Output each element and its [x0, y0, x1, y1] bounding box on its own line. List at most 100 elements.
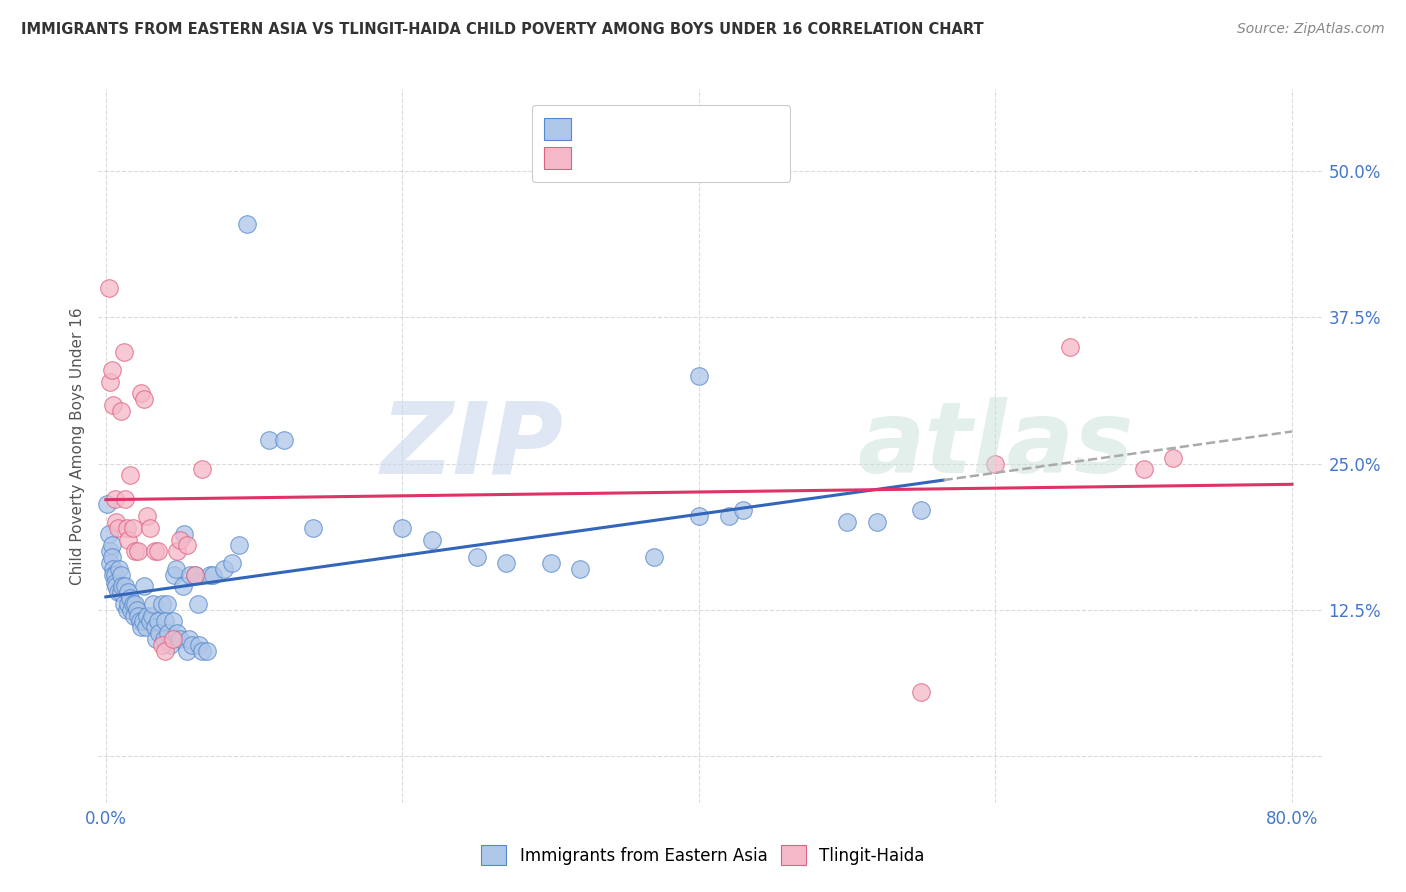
Y-axis label: Child Poverty Among Boys Under 16: Child Poverty Among Boys Under 16: [70, 307, 86, 585]
Point: [127, 544, 149, 558]
Point: [100, 538, 122, 552]
Point: [143, 620, 166, 634]
Point: [235, 217, 257, 231]
Point: [115, 603, 138, 617]
Point: [131, 620, 153, 634]
Point: [107, 521, 129, 535]
Point: [114, 579, 136, 593]
Point: [643, 550, 665, 565]
Point: [150, 638, 173, 652]
Text: R =: R =: [564, 111, 602, 128]
Point: [195, 644, 218, 658]
Point: [125, 603, 148, 617]
Point: [131, 386, 153, 401]
Point: [984, 457, 1007, 471]
Point: [100, 550, 122, 565]
Point: [134, 392, 156, 407]
Point: [111, 579, 134, 593]
Point: [177, 632, 200, 646]
Point: [108, 562, 131, 576]
Point: [153, 644, 176, 658]
Point: [120, 603, 142, 617]
Point: [117, 585, 139, 599]
Point: [153, 615, 176, 629]
Point: [176, 644, 198, 658]
Point: [124, 597, 146, 611]
Point: [148, 626, 170, 640]
Point: [214, 562, 236, 576]
Point: [866, 515, 889, 529]
Point: [97, 281, 120, 295]
Point: [118, 591, 141, 605]
Point: [98, 375, 121, 389]
Point: [117, 533, 139, 547]
Point: [110, 585, 132, 599]
Point: [910, 503, 932, 517]
Point: [110, 567, 132, 582]
Point: [121, 597, 143, 611]
Legend: Immigrants from Eastern Asia, Tlingit-Haida: Immigrants from Eastern Asia, Tlingit-Ha…: [472, 837, 934, 873]
Text: 0.268: 0.268: [606, 111, 658, 128]
Point: [173, 526, 195, 541]
Point: [191, 462, 214, 476]
Point: [104, 491, 127, 506]
Legend:                                   ,                                   : ,: [531, 105, 790, 182]
Point: [157, 626, 180, 640]
Point: [176, 538, 198, 552]
Point: [179, 567, 201, 582]
Point: [96, 498, 118, 512]
Point: [146, 544, 169, 558]
Point: [172, 579, 194, 593]
Point: [228, 538, 250, 552]
Point: [145, 632, 167, 646]
Point: [201, 567, 224, 582]
Text: N =: N =: [679, 134, 731, 152]
Point: [465, 550, 488, 565]
Point: [391, 521, 413, 535]
Point: [540, 556, 562, 570]
Point: [122, 608, 145, 623]
Text: 35: 35: [733, 134, 755, 152]
Point: [143, 544, 166, 558]
Point: [129, 615, 152, 629]
Point: [121, 521, 143, 535]
Point: [184, 567, 207, 582]
Point: [112, 345, 135, 359]
Text: R =: R =: [564, 134, 602, 152]
Point: [156, 597, 179, 611]
Point: [166, 626, 188, 640]
Point: [141, 608, 163, 623]
Text: 0.329: 0.329: [606, 134, 658, 152]
Point: [163, 567, 186, 582]
Text: IMMIGRANTS FROM EASTERN ASIA VS TLINGIT-HAIDA CHILD POVERTY AMONG BOYS UNDER 16 : IMMIGRANTS FROM EASTERN ASIA VS TLINGIT-…: [21, 22, 984, 37]
Point: [910, 684, 932, 698]
Point: [98, 544, 121, 558]
Point: [688, 368, 710, 383]
Point: [495, 556, 517, 570]
Point: [169, 533, 191, 547]
Point: [733, 503, 755, 517]
Point: [103, 398, 125, 412]
Point: [166, 544, 188, 558]
Point: [118, 468, 141, 483]
Point: [187, 597, 209, 611]
Point: [136, 509, 159, 524]
Point: [150, 597, 173, 611]
Point: [103, 562, 125, 576]
Point: [142, 597, 165, 611]
Point: [139, 521, 162, 535]
Point: [162, 632, 184, 646]
Point: [1163, 450, 1185, 465]
Point: [115, 521, 138, 535]
Point: [837, 515, 859, 529]
Point: [688, 509, 710, 524]
Text: atlas: atlas: [856, 398, 1133, 494]
Point: [191, 644, 214, 658]
Point: [1059, 340, 1081, 354]
Point: [97, 526, 120, 541]
Point: [104, 567, 127, 582]
Point: [257, 433, 280, 447]
Point: [180, 638, 202, 652]
Point: [134, 579, 156, 593]
Text: Source: ZipAtlas.com: Source: ZipAtlas.com: [1237, 22, 1385, 37]
